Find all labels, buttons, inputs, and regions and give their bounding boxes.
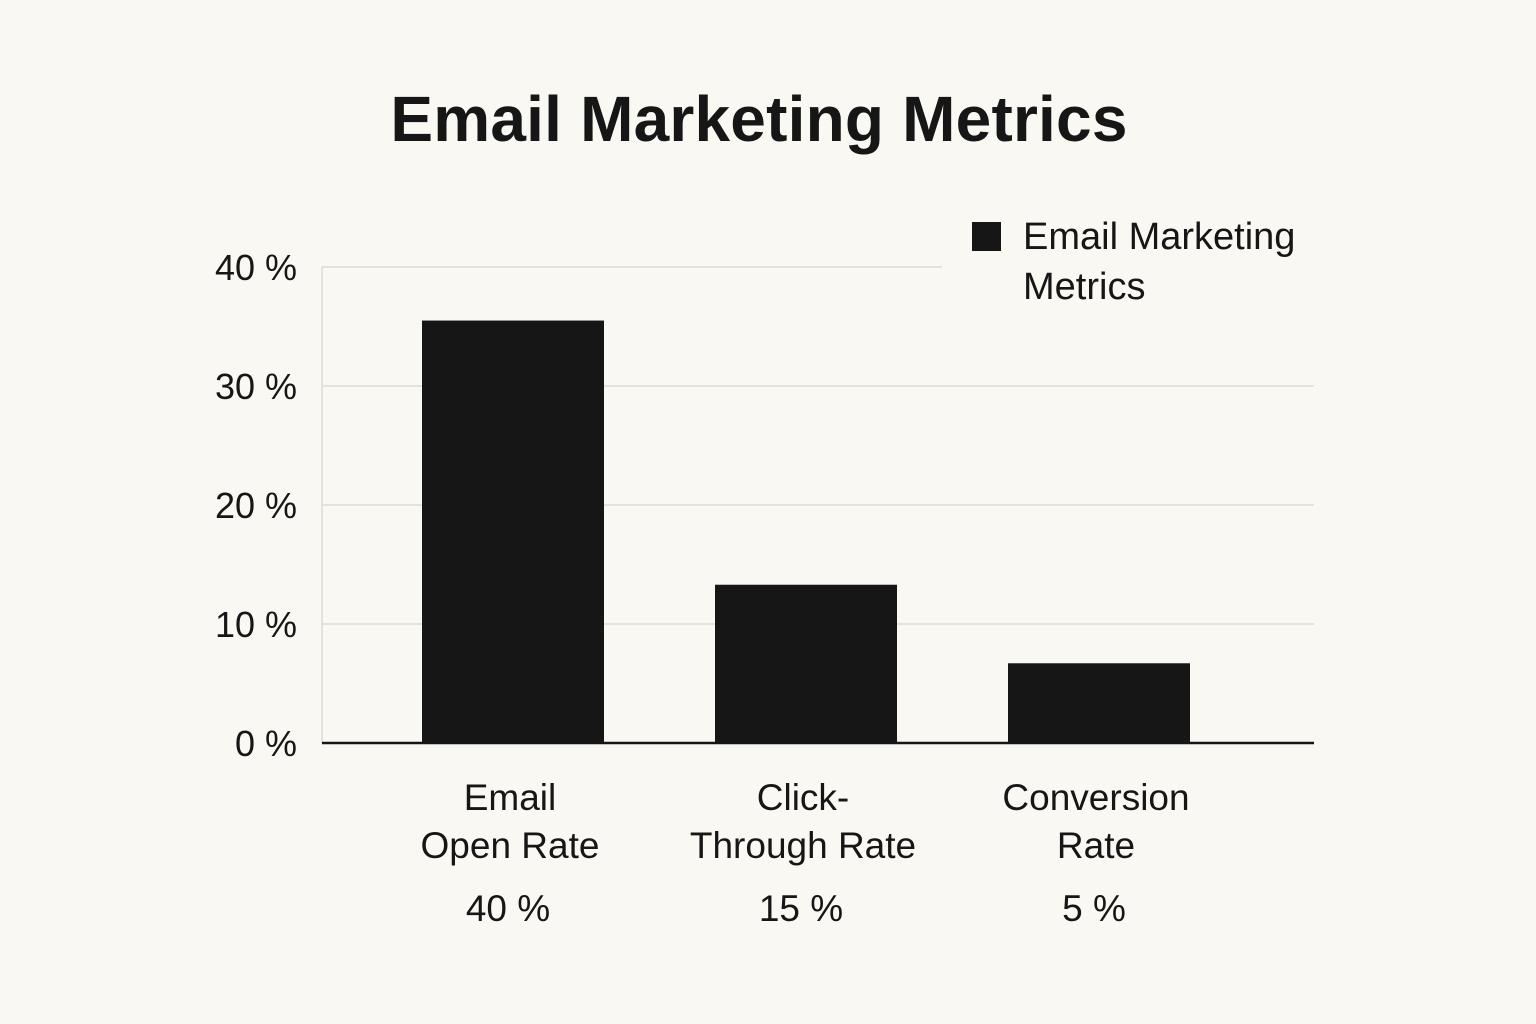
data-label: 5 % [1062, 888, 1126, 929]
legend-swatch [972, 222, 1001, 251]
bar [422, 320, 604, 743]
x-tick-label: Email Open Rate [421, 777, 600, 866]
bar [715, 584, 897, 743]
y-tick-label: 30 % [215, 366, 297, 407]
y-tick-label: 40 % [215, 247, 297, 288]
x-tick-label: Click-Through Rate [690, 777, 916, 866]
y-tick-label: 0 % [235, 723, 297, 764]
chart-legend: Email Marketing Metrics [972, 212, 1323, 312]
data-label: 15 % [759, 888, 843, 929]
y-tick-label: 10 % [215, 604, 297, 645]
y-tick-label: 20 % [215, 485, 297, 526]
bar [1008, 663, 1190, 743]
x-tick-label: Conversion Rate [1002, 777, 1189, 866]
chart-title: Email Marketing Metrics [390, 83, 1128, 155]
legend-label: Email Marketing Metrics [1023, 216, 1296, 308]
data-label: 40 % [466, 888, 550, 929]
